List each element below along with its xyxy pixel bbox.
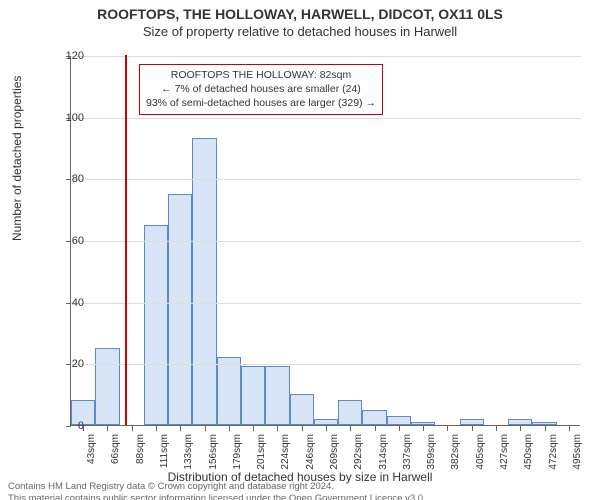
x-tick-mark [472,426,473,431]
x-tick-mark [302,426,303,431]
property-marker-line [125,55,127,425]
y-tick-label: 0 [44,420,84,432]
x-tick-label: 224sqm [280,434,291,494]
y-tick-label: 80 [44,173,84,185]
histogram-bar [338,400,362,425]
chart-area: ROOFTOPS THE HOLLOWAY: 82sqm← 7% of deta… [70,56,580,426]
grid-line [71,303,581,304]
grid-line [71,56,581,57]
x-tick-label: 427sqm [499,434,510,494]
x-tick-label: 314sqm [378,434,389,494]
x-tick-label: 88sqm [135,434,146,494]
page-title: ROOFTOPS, THE HOLLOWAY, HARWELL, DIDCOT,… [0,6,600,22]
histogram-bar [217,357,241,425]
histogram-bar [168,194,192,425]
x-tick-label: 495sqm [572,434,583,494]
y-tick-label: 60 [44,235,84,247]
y-tick-label: 40 [44,297,84,309]
x-tick-mark [156,426,157,431]
histogram-bar [411,422,435,425]
x-tick-mark [205,426,206,431]
x-tick-label: 66sqm [110,434,121,494]
grid-line [71,118,581,119]
grid-line [71,179,581,180]
x-tick-mark [447,426,448,431]
x-tick-mark [350,426,351,431]
histogram-bar [387,416,411,425]
histogram-bar [265,366,289,425]
x-tick-mark [399,426,400,431]
x-tick-label: 133sqm [183,434,194,494]
x-tick-label: 179sqm [232,434,243,494]
x-tick-label: 382sqm [450,434,461,494]
x-tick-mark [569,426,570,431]
histogram-bar [144,225,168,425]
histogram-bar [290,394,314,425]
histogram-bar [314,419,338,425]
histogram-bar [508,419,532,425]
x-tick-label: 359sqm [426,434,437,494]
histogram-bar [362,410,386,425]
y-axis-label: Number of detached properties [10,76,24,241]
annotation-line: ← 7% of detached houses are smaller (24) [146,82,376,96]
x-tick-label: 450sqm [523,434,534,494]
x-tick-mark [375,426,376,431]
x-tick-mark [545,426,546,431]
histogram-bar [532,422,556,425]
x-tick-mark [326,426,327,431]
x-tick-mark [107,426,108,431]
x-tick-label: 405sqm [475,434,486,494]
histogram-bar [241,366,265,425]
x-tick-label: 201sqm [256,434,267,494]
x-tick-label: 472sqm [548,434,559,494]
annotation-line: ROOFTOPS THE HOLLOWAY: 82sqm [146,68,376,82]
chart-container: ROOFTOPS, THE HOLLOWAY, HARWELL, DIDCOT,… [0,6,600,500]
y-tick-label: 20 [44,358,84,370]
x-tick-label: 337sqm [402,434,413,494]
y-tick-label: 100 [44,112,84,124]
x-tick-mark [253,426,254,431]
x-tick-label: 43sqm [86,434,97,494]
x-tick-mark [180,426,181,431]
x-tick-label: 111sqm [159,434,170,494]
grid-line [71,364,581,365]
x-tick-mark [496,426,497,431]
annotation-box: ROOFTOPS THE HOLLOWAY: 82sqm← 7% of deta… [139,64,383,115]
grid-line [71,241,581,242]
x-tick-mark [423,426,424,431]
plot-region: ROOFTOPS THE HOLLOWAY: 82sqm← 7% of deta… [70,56,580,426]
x-tick-label: 292sqm [353,434,364,494]
y-tick-label: 120 [44,50,84,62]
x-tick-mark [229,426,230,431]
page-subtitle: Size of property relative to detached ho… [0,24,600,39]
annotation-line: 93% of semi-detached houses are larger (… [146,96,376,110]
histogram-bar [95,348,119,425]
histogram-bar [460,419,484,425]
x-tick-label: 156sqm [208,434,219,494]
x-tick-label: 246sqm [305,434,316,494]
x-tick-mark [277,426,278,431]
histogram-bar [192,138,216,425]
x-tick-label: 269sqm [329,434,340,494]
x-tick-mark [520,426,521,431]
x-tick-mark [132,426,133,431]
